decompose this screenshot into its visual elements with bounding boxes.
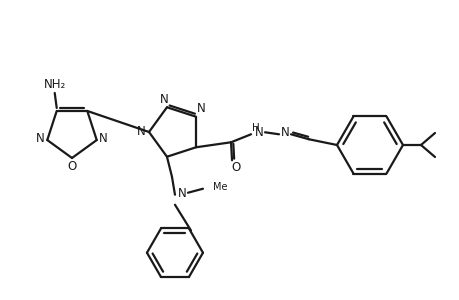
Text: N: N [177,187,186,200]
Text: N: N [159,93,168,106]
Text: NH₂: NH₂ [44,79,66,92]
Text: N: N [280,126,289,139]
Text: N: N [136,124,145,137]
Text: N: N [254,126,263,139]
Text: Me: Me [213,182,227,192]
Text: H: H [252,123,259,133]
Text: N: N [36,131,45,145]
Text: O: O [67,160,77,172]
Text: N: N [196,102,205,115]
Text: N: N [99,131,108,145]
Text: O: O [231,161,240,174]
